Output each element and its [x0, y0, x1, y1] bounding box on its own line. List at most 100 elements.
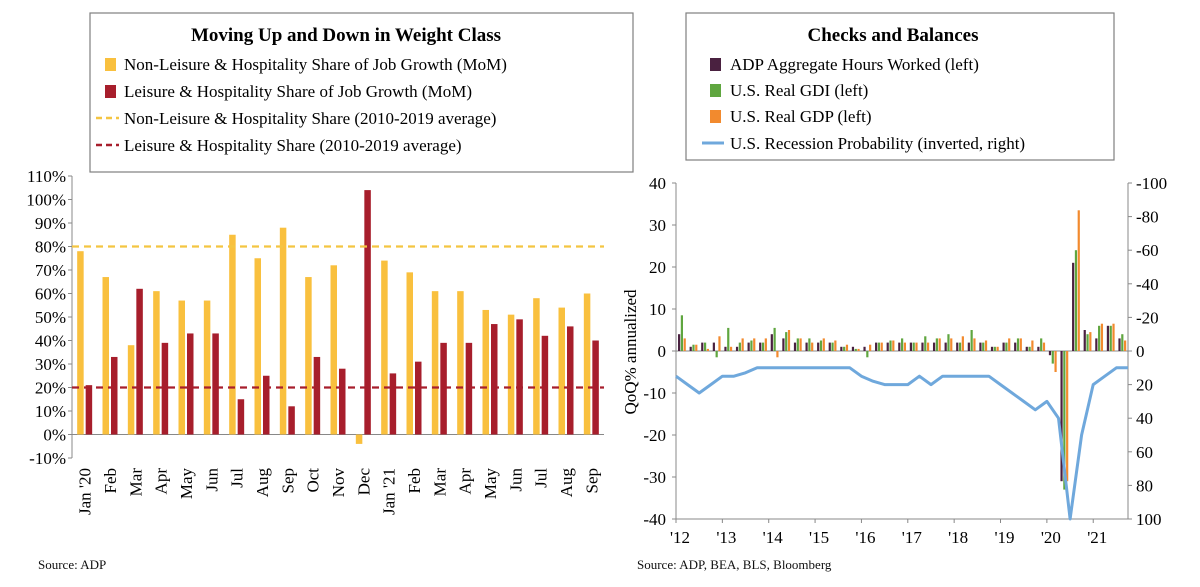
right-left-tick-label: -40	[643, 510, 666, 529]
bar-gdp	[857, 348, 860, 351]
left-x-tick-label: Feb	[405, 468, 424, 494]
bar-adp-hours	[817, 342, 820, 351]
bar-gdp	[915, 342, 918, 351]
bar-gdi	[785, 332, 788, 351]
bar-gdp	[1042, 342, 1046, 351]
legend-label-leisure-avg: Leisure & Hospitality Share (2010-2019 a…	[124, 136, 462, 155]
bar-gdp	[741, 338, 744, 351]
legend-swatch-gdi	[710, 84, 721, 97]
right-left-tick-label: 10	[649, 300, 666, 319]
bar-non-leisure	[533, 298, 540, 435]
left-x-tick-label: May	[177, 468, 196, 500]
bar-adp-hours	[1083, 330, 1086, 351]
bar-gdi	[1028, 346, 1031, 351]
bar-gdi	[808, 338, 811, 351]
bar-gdp	[950, 338, 953, 351]
bar-gdi	[680, 315, 683, 351]
right-right-tick-label: -100	[1136, 174, 1167, 193]
right-left-tick-label: 0	[658, 342, 667, 361]
legend-label-leisure: Leisure & Hospitality Share of Job Growt…	[124, 82, 472, 101]
left-y-tick-label: -10%	[29, 449, 66, 468]
left-x-tick-label: Mar	[430, 468, 449, 497]
right-right-tick-label: -60	[1136, 241, 1159, 260]
left-y-tick-label: 70%	[35, 261, 66, 280]
left-x-tick-label: Dec	[354, 468, 373, 496]
bar-gdi	[1109, 325, 1112, 351]
bar-gdp	[1008, 338, 1011, 351]
right-left-tick-label: 40	[649, 174, 666, 193]
legend-label-non-leisure: Non-Leisure & Hospitality Share of Job G…	[124, 55, 507, 74]
line-recession-probability	[675, 366, 1128, 521]
bar-adp-hours	[932, 342, 936, 351]
bar-gdi	[843, 346, 846, 351]
right-chart-title: Checks and Balances	[807, 25, 978, 46]
legend-label-adp: ADP Aggregate Hours Worked (left)	[730, 55, 979, 74]
bar-gdi	[901, 338, 904, 351]
bar-leisure	[541, 335, 549, 435]
left-y-tick-label: 40%	[35, 332, 66, 351]
legend-label-non-leisure-avg: Non-Leisure & Hospitality Share (2010-20…	[124, 109, 496, 128]
bar-adp-hours	[747, 342, 750, 351]
left-y-tick-label: 50%	[35, 308, 66, 327]
left-x-tick-label: Aug	[253, 468, 272, 498]
left-x-tick-label: Jul	[228, 468, 247, 488]
bar-gdi	[703, 342, 707, 351]
bar-adp-hours	[712, 342, 715, 351]
left-x-tick-label: Nov	[329, 468, 348, 498]
left-chart-title: Moving Up and Down in Weight Class	[191, 25, 501, 46]
left-x-tick-label: Apr	[456, 468, 475, 495]
bar-adp-hours	[1037, 346, 1040, 351]
bar-adp-hours	[828, 342, 831, 351]
bar-gdp	[1019, 338, 1022, 351]
bar-leisure	[212, 333, 219, 435]
bar-gdp	[869, 344, 872, 351]
bar-gdi	[993, 346, 996, 351]
bar-gdp	[984, 340, 988, 351]
bar-gdi	[1063, 351, 1066, 490]
right-legend-box	[685, 12, 1115, 161]
bar-non-leisure	[178, 300, 185, 435]
bar-adp-hours	[898, 342, 901, 351]
bar-gdi	[1098, 325, 1101, 351]
bar-adp-hours	[735, 346, 739, 351]
bar-non-leisure	[254, 258, 261, 435]
bar-gdp	[1112, 323, 1115, 351]
bar-gdi	[773, 327, 776, 351]
right-right-tick-label: 0	[1136, 342, 1145, 361]
bar-leisure	[465, 342, 473, 435]
bar-gdp	[996, 346, 999, 351]
right-right-tick-label: 100	[1136, 510, 1162, 529]
bar-non-leisure	[305, 277, 312, 435]
bar-gdp	[799, 338, 802, 351]
bar-adp-hours	[782, 338, 785, 351]
bar-gdp	[926, 342, 930, 351]
bar-adp-hours	[759, 342, 762, 351]
bar-gdp	[683, 338, 686, 351]
bar-non-leisure	[229, 234, 236, 435]
right-right-tick-label: 60	[1136, 443, 1153, 462]
bar-adp-hours	[793, 342, 797, 351]
right-plot: 403020100-10-20-30-40-100-80-60-40-20020…	[643, 174, 1167, 547]
bar-non-leisure	[279, 227, 287, 435]
bar-adp-hours	[921, 342, 924, 351]
bar-gdi	[750, 340, 753, 351]
right-x-tick-label: '21	[1087, 528, 1107, 547]
right-left-tick-label: 20	[649, 258, 666, 277]
left-x-tick-label: Oct	[304, 468, 323, 493]
bar-gdi	[877, 342, 881, 351]
bar-adp-hours	[990, 346, 994, 351]
bar-non-leisure	[355, 434, 363, 444]
bar-gdp	[753, 338, 756, 351]
left-legend-box	[89, 12, 634, 173]
left-y-tick-label: 10%	[35, 402, 66, 421]
left-x-tick-label: Mar	[126, 468, 145, 497]
bar-gdi	[692, 344, 695, 351]
right-right-tick-label: 20	[1136, 376, 1153, 395]
bar-non-leisure	[102, 277, 109, 435]
bar-leisure	[136, 288, 143, 435]
right-right-tick-label: -20	[1136, 308, 1159, 327]
bar-adp-hours	[875, 342, 878, 351]
right-x-tick-label: '18	[948, 528, 968, 547]
bar-gdp	[1077, 210, 1080, 351]
